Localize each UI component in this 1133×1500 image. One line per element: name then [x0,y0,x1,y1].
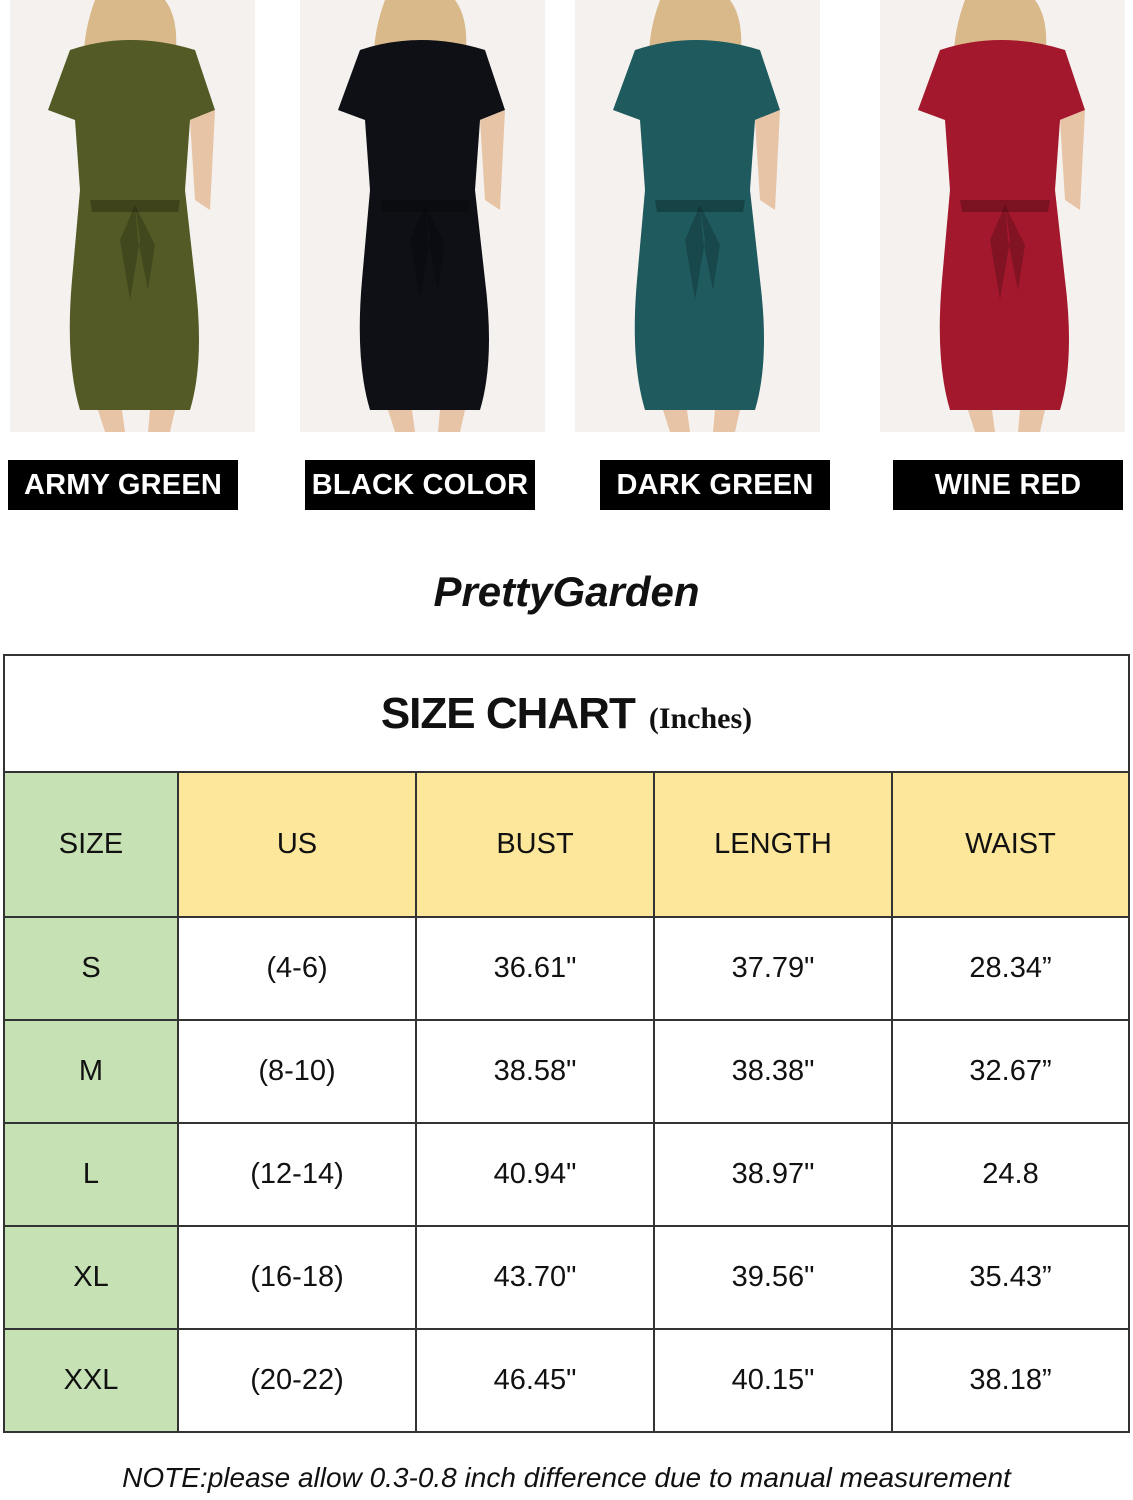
measurement-note: NOTE:please allow 0.3-0.8 inch differenc… [122,1462,1011,1493]
dress-photo-image [575,0,820,432]
size-cell: XXL [3,1328,179,1433]
us-cell: (20-22) [177,1328,417,1433]
waist-cell: 35.43” [891,1225,1130,1330]
us-cell: (4-6) [177,916,417,1021]
header-bust: BUST [415,771,655,918]
waist-cell: 32.67” [891,1019,1130,1124]
us-cell: (12-14) [177,1122,417,1227]
waist-cell: 28.34” [891,916,1130,1021]
size-chart-table: SIZE CHART (Inches) SIZE US BUST LENGTH W… [3,654,1130,1433]
dress-photo-image [300,0,545,432]
table-row: L (12-14) 40.94" 38.97" 24.8 [3,1122,1130,1227]
us-cell: (8-10) [177,1019,417,1124]
waist-cell: 24.8 [891,1122,1130,1227]
dress-photo [880,0,1125,432]
dress-photo [10,0,255,432]
table-row: XXL (20-22) 46.45" 40.15" 38.18” [3,1328,1130,1433]
bust-cell: 40.94" [415,1122,655,1227]
color-label: DARK GREEN [600,460,830,510]
size-cell: L [3,1122,179,1227]
size-chart-title-text: SIZE CHART [380,688,636,738]
length-cell: 37.79" [653,916,893,1021]
color-label: ARMY GREEN [8,460,238,510]
size-chart-title: SIZE CHART (Inches) [3,654,1130,773]
dress-photo-image [10,0,255,432]
bust-cell: 46.45" [415,1328,655,1433]
dress-photo [300,0,545,432]
header-length: LENGTH [653,771,893,918]
brand-name: PrettyGarden [433,568,700,615]
dress-photo-image [880,0,1125,432]
table-row: M (8-10) 38.58" 38.38" 32.67” [3,1019,1130,1124]
length-cell: 40.15" [653,1328,893,1433]
header-size: SIZE [3,771,179,918]
color-label: BLACK COLOR [305,460,535,510]
length-cell: 38.38" [653,1019,893,1124]
length-cell: 39.56" [653,1225,893,1330]
table-row: XL (16-18) 43.70" 39.56" 35.43” [3,1225,1130,1330]
bust-cell: 43.70" [415,1225,655,1330]
waist-cell: 38.18” [891,1328,1130,1433]
us-cell: (16-18) [177,1225,417,1330]
header-us: US [177,771,417,918]
table-row: S (4-6) 36.61" 37.79" 28.34” [3,916,1130,1021]
size-cell: M [3,1019,179,1124]
size-cell: S [3,916,179,1021]
header-row: SIZE US BUST LENGTH WAIST [3,771,1130,918]
bust-cell: 36.61" [415,916,655,1021]
size-cell: XL [3,1225,179,1330]
dress-photo [575,0,820,432]
color-label: WINE RED [893,460,1123,510]
size-chart-unit: (Inches) [648,701,753,735]
header-waist: WAIST [891,771,1130,918]
length-cell: 38.97" [653,1122,893,1227]
bust-cell: 38.58" [415,1019,655,1124]
